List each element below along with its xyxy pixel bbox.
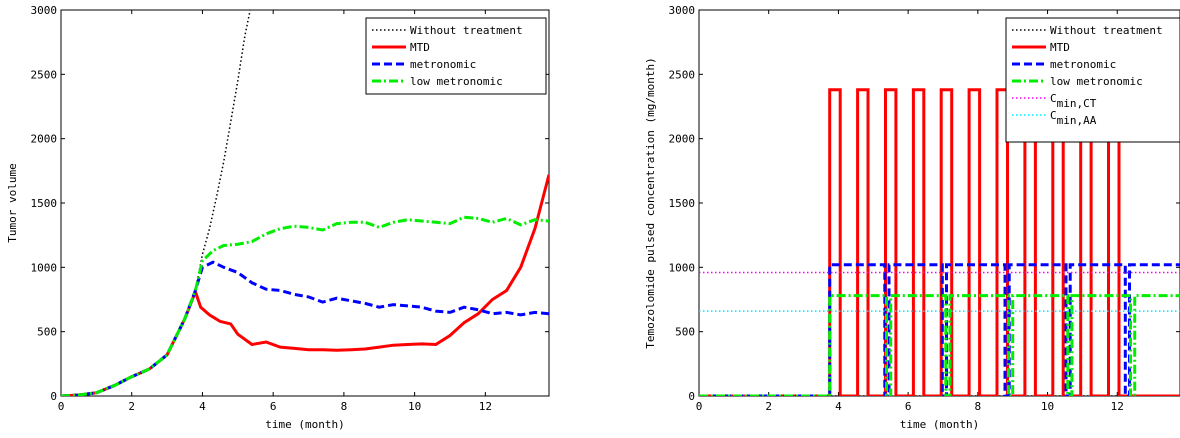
y-tick-label: 0 xyxy=(688,390,695,403)
legend-label-5: Cmin,AA xyxy=(1050,109,1097,127)
x-tick-label: 4 xyxy=(199,400,206,413)
legend-label-1: MTD xyxy=(410,41,430,54)
legend-label-1: MTD xyxy=(1050,41,1070,54)
series-line-2 xyxy=(699,263,1180,396)
y-tick-label: 500 xyxy=(675,326,695,339)
y-tick-label: 1500 xyxy=(669,197,696,210)
tumor-volume-chart: 0 2 4 6 8 10 12 0 500 1000 1500 2000 2500 3000 time (m… xyxy=(6,4,550,431)
series-line-1 xyxy=(699,88,1180,396)
y-tick-label: 1000 xyxy=(31,261,58,274)
y-tick-label: 2500 xyxy=(669,68,696,81)
x-tick-label: 6 xyxy=(905,400,912,413)
y-tick-label: 0 xyxy=(50,390,57,403)
y-tick-label: 3000 xyxy=(31,4,58,17)
x-tick-label: 10 xyxy=(1041,400,1054,413)
series-line-3 xyxy=(699,294,1180,396)
y-tick-label: 500 xyxy=(37,326,57,339)
series-line-3 xyxy=(61,215,549,396)
x-tick-label: 12 xyxy=(1111,400,1124,413)
series-group xyxy=(61,10,549,396)
legend-label-3: low metronomic xyxy=(1050,75,1143,88)
legend-label-2: metronomic xyxy=(410,58,476,71)
y-tick-label: 3000 xyxy=(669,4,696,17)
x-tick-label: 4 xyxy=(835,400,842,413)
x-tick-label: 8 xyxy=(341,400,348,413)
series-group xyxy=(699,88,1180,396)
x-tick-label: 12 xyxy=(479,400,492,413)
x-tick-label: 0 xyxy=(696,400,703,413)
legend-label-2: metronomic xyxy=(1050,58,1116,71)
temozolomide-concentration-chart: 0 2 4 6 8 10 12 0 500 1000 1500 2000 2500 3000 time (m… xyxy=(644,4,1180,431)
y-tick-label: 1000 xyxy=(669,261,696,274)
x-tick-label: 0 xyxy=(58,400,65,413)
legend-label-4: Cmin,CT xyxy=(1050,92,1097,110)
series-line-1 xyxy=(61,174,549,396)
x-tick-label: 10 xyxy=(408,400,421,413)
y-axis-label: Tumor volume xyxy=(6,163,19,242)
series-line-0 xyxy=(61,10,251,396)
legend-label-3: low metronomic xyxy=(410,75,503,88)
x-tick-label: 6 xyxy=(270,400,277,413)
y-axis-label: Temozolomide pulsed concentration (mg/mo… xyxy=(644,57,657,348)
y-tick-label: 1500 xyxy=(31,197,58,210)
y-tick-label: 2000 xyxy=(669,133,696,146)
x-tick-label: 2 xyxy=(128,400,135,413)
legend-label-0: Without treatment xyxy=(410,24,523,37)
x-tick-label: 8 xyxy=(975,400,982,413)
x-tick-label: 2 xyxy=(765,400,772,413)
x-axis-label: time (month) xyxy=(265,418,344,431)
y-tick-label: 2500 xyxy=(31,68,58,81)
y-tick-label: 2000 xyxy=(31,133,58,146)
x-axis-label: time (month) xyxy=(900,418,979,431)
legend-label-0: Without treatment xyxy=(1050,24,1163,37)
